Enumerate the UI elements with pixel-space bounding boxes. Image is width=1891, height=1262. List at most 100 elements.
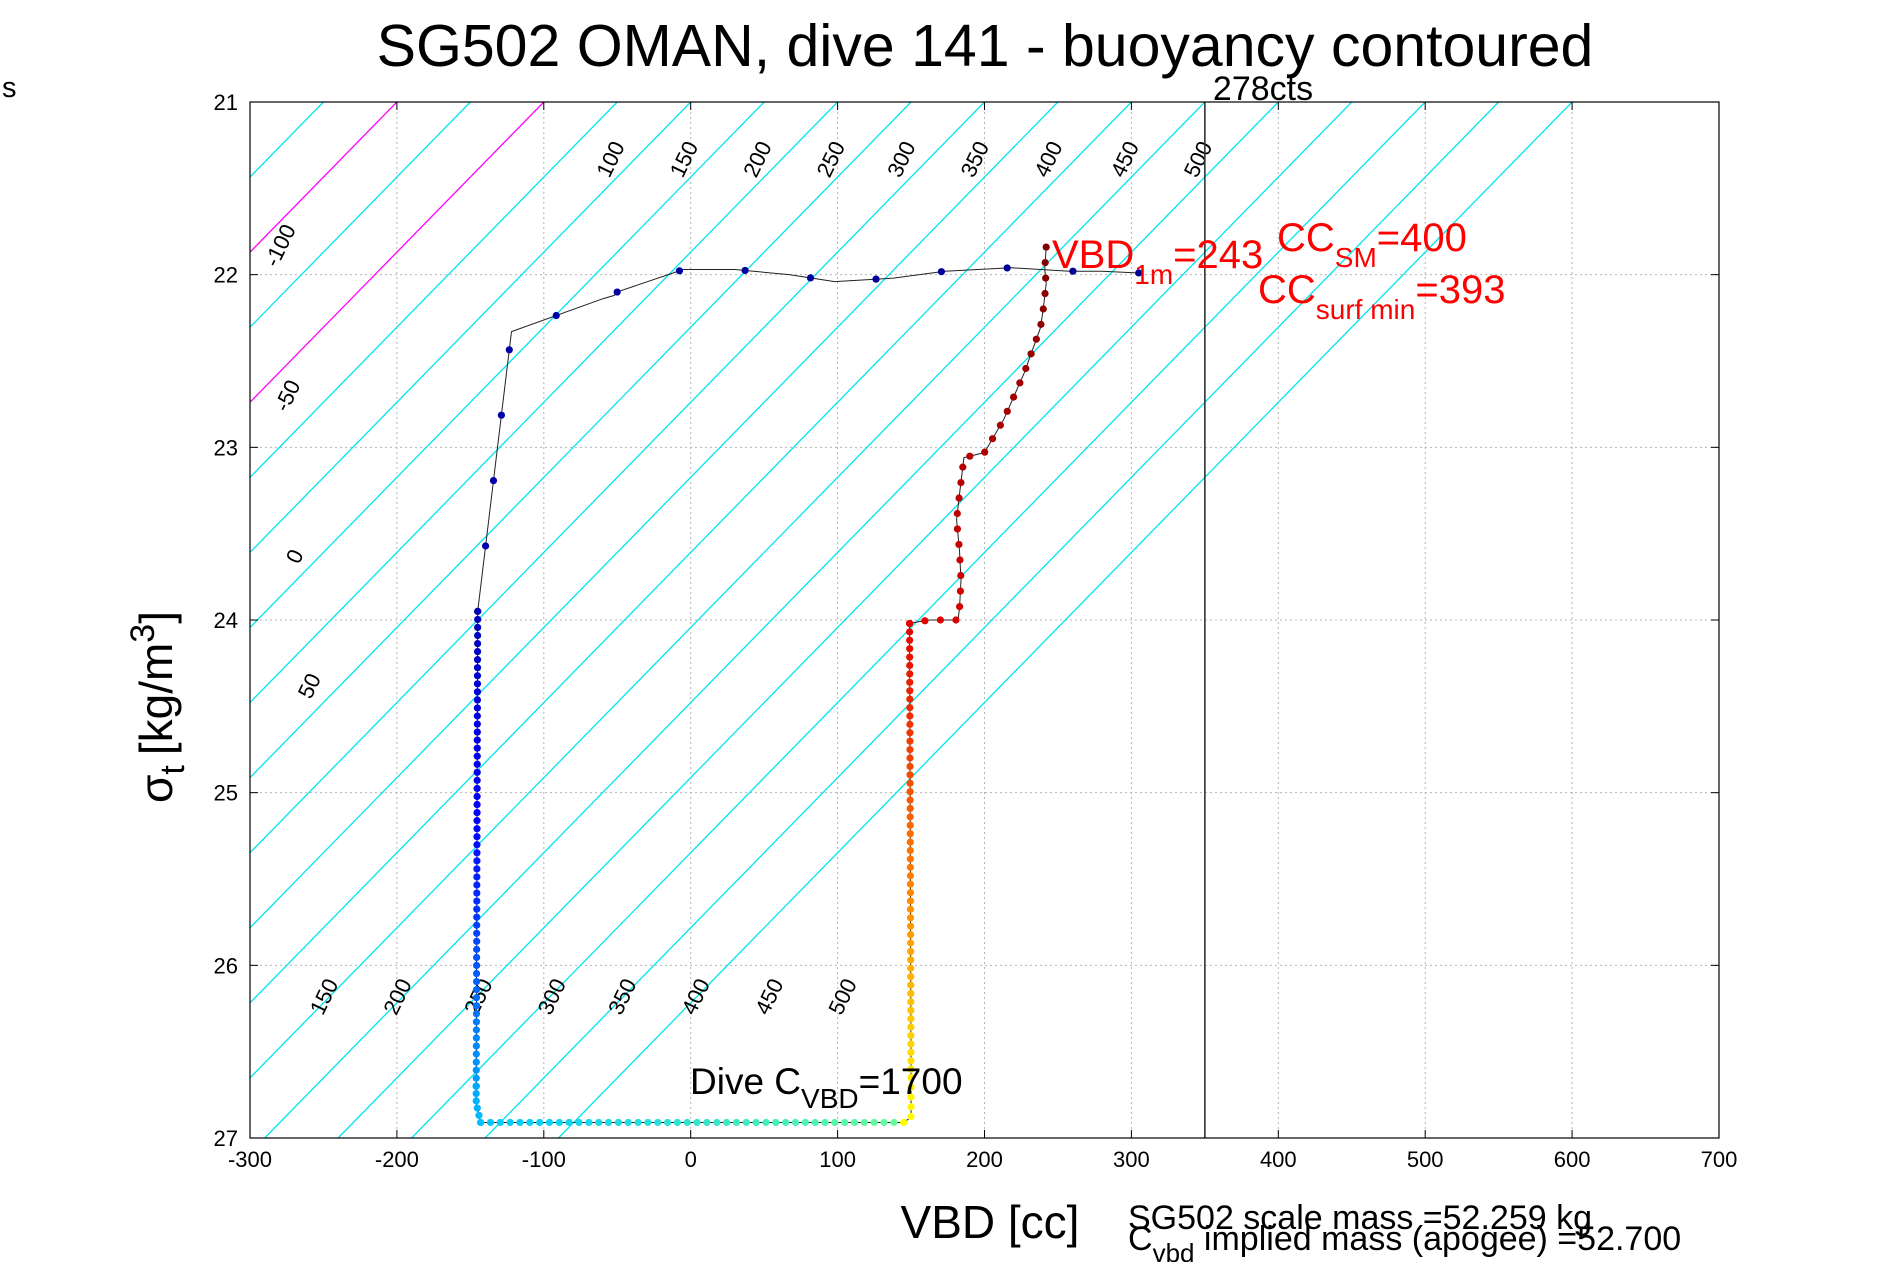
dive-data-point	[683, 1118, 691, 1127]
dive-data-point	[474, 615, 482, 624]
contour-label: 150	[665, 137, 704, 181]
y-tick-label: 23	[214, 435, 238, 460]
dive-data-point	[841, 1118, 849, 1127]
dive-data-point	[1003, 264, 1011, 272]
climb-data-point	[906, 653, 914, 661]
cc-surf-min-value: =393	[1415, 268, 1505, 312]
climb-data-point	[952, 616, 960, 624]
contour-label: 200	[378, 975, 417, 1019]
climb-data-point	[1041, 258, 1049, 267]
climb-data-point	[1032, 335, 1040, 343]
dive-data-point	[474, 607, 482, 615]
buoyancy-contour-line	[250, 102, 545, 404]
climb-data-point	[906, 897, 915, 905]
implied-mass-base: C	[1128, 1220, 1153, 1258]
dive-data-point	[473, 656, 482, 664]
dive-data-point	[675, 267, 684, 275]
climb-data-point	[907, 1040, 915, 1048]
y-axis-label-superscript: 3	[124, 624, 162, 643]
buoyancy-contour-line	[250, 102, 1206, 1079]
dive-data-point	[472, 1097, 480, 1105]
y-tick-label: 22	[214, 263, 238, 288]
climb-data-point	[1016, 379, 1024, 387]
dive-data-point	[472, 969, 481, 978]
dive-data-point	[472, 994, 481, 1002]
dive-data-point	[565, 1118, 573, 1127]
dive-data-point	[526, 1118, 534, 1127]
x-tick-label: 0	[685, 1147, 697, 1172]
dive-data-point	[473, 680, 482, 688]
climb-data-point	[906, 771, 914, 779]
climb-data-point	[906, 922, 915, 930]
climb-data-point	[906, 703, 914, 712]
dive-data-point	[723, 1118, 731, 1127]
dive-data-point	[472, 986, 481, 994]
climb-data-point	[906, 821, 914, 829]
climb-data-point	[906, 804, 914, 813]
dive-data-point	[472, 1082, 480, 1090]
buoyancy-contour-line	[484, 102, 1500, 1138]
vbd-1m-subscript: 1m	[1134, 259, 1173, 290]
climb-data-point	[907, 973, 915, 981]
cc-sm-annotation: CCSM=400	[1277, 216, 1467, 273]
dive-data-point	[741, 266, 749, 275]
climb-data-point	[956, 587, 965, 595]
dive-data-point	[472, 1066, 480, 1074]
dive-c-vbd-pre: Dive C	[690, 1061, 801, 1102]
dive-data-point	[505, 346, 513, 354]
dive-data-point	[473, 833, 481, 841]
dive-data-point	[473, 873, 481, 881]
plot-axes	[249, 101, 1720, 1139]
dive-data-point	[693, 1118, 701, 1127]
buoyancy-contour-line	[411, 102, 1426, 1138]
climb-data-point	[996, 421, 1004, 429]
climb-data-point	[1039, 305, 1047, 313]
dive-data-point	[870, 1118, 878, 1127]
dive-data-point	[473, 752, 481, 760]
climb-data-point	[956, 556, 964, 564]
dive-data-point	[473, 889, 481, 897]
climb-data-point	[906, 880, 915, 888]
climb-data-point	[906, 788, 914, 796]
dive-data-point	[595, 1118, 603, 1127]
contour-label: -100	[259, 220, 301, 271]
climb-profile-line	[903, 247, 1047, 1123]
climb-data-point	[906, 729, 914, 737]
climb-data-point	[906, 636, 914, 644]
buoyancy-contour-line	[264, 102, 1279, 1138]
y-tick-label: 26	[214, 953, 238, 978]
buoyancy-contour-line	[337, 102, 1353, 1138]
buoyancy-contour-line	[250, 102, 692, 554]
climb-data-point	[907, 1048, 915, 1056]
climb-data-point	[906, 661, 914, 670]
climb-data-point	[957, 571, 965, 580]
dive-data-point	[552, 311, 560, 320]
climb-data-point	[906, 712, 914, 720]
dive-data-point	[890, 1118, 898, 1127]
climb-data-point	[907, 989, 915, 998]
contour-label: -50	[269, 376, 305, 416]
dive-data-point	[831, 1118, 839, 1127]
dive-data-point	[614, 1118, 622, 1127]
climb-data-point	[921, 617, 929, 625]
contour-label: 500	[823, 975, 862, 1019]
climb-data-point	[907, 1023, 915, 1031]
y-tick-label: 25	[214, 781, 238, 806]
vbd-1m-annotation: VBD1m=243	[1052, 233, 1263, 290]
climb-data-point	[907, 947, 915, 956]
climb-data-point	[907, 956, 915, 964]
climb-data-point	[906, 863, 914, 871]
climb-data-point	[955, 603, 964, 611]
dive-data-point	[752, 1118, 760, 1127]
dive-c-vbd-value: =1700	[859, 1061, 963, 1102]
climb-data-point	[906, 628, 914, 636]
dive-data-point	[473, 760, 481, 768]
climb-data-point	[953, 525, 962, 533]
dive-data-point	[473, 704, 481, 712]
dive-data-point	[472, 1050, 480, 1058]
buoyancy-contour-line	[250, 102, 618, 479]
dive-data-point	[473, 744, 481, 752]
dive-data-point	[806, 274, 815, 282]
climb-data-point	[907, 964, 915, 972]
dive-data-point	[473, 736, 481, 744]
